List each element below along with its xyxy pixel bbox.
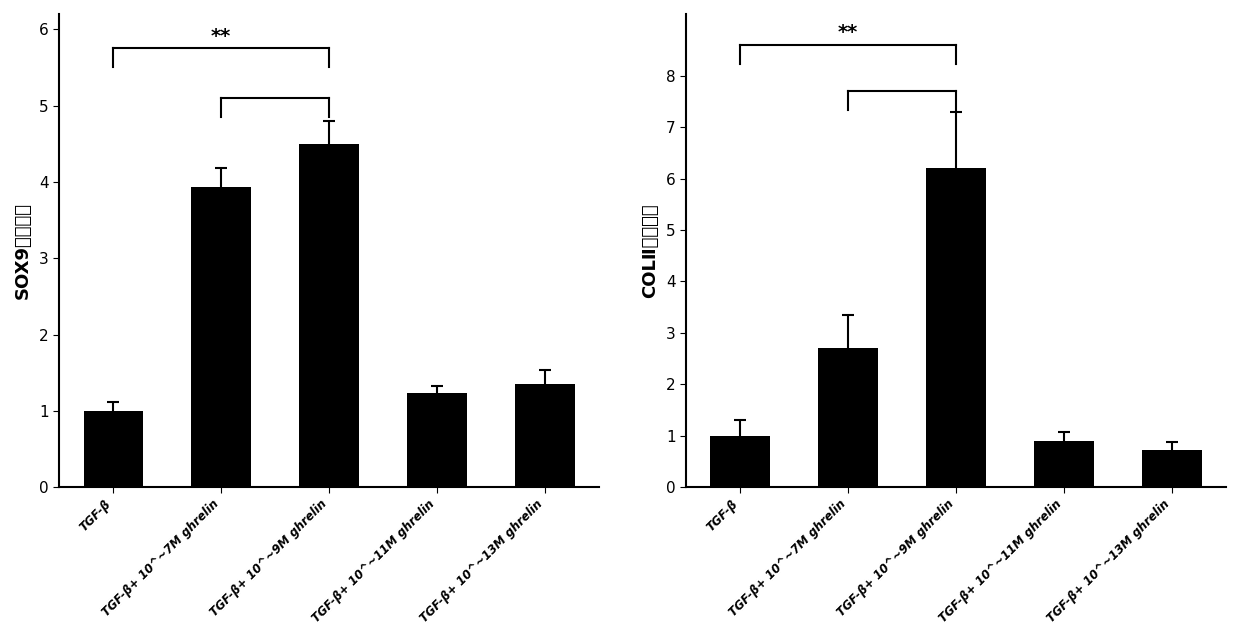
Bar (711, 436, 770, 488)
Bar (191, 187, 250, 488)
Bar (926, 168, 986, 488)
Bar (516, 384, 574, 488)
Bar (407, 394, 466, 488)
Bar (1142, 450, 1202, 488)
Bar (1034, 441, 1094, 488)
Y-axis label: COLⅡ基因表达: COLⅡ基因表达 (641, 203, 658, 298)
Bar (818, 348, 878, 488)
Bar (83, 411, 143, 488)
Y-axis label: SOX9基因表达: SOX9基因表达 (14, 202, 32, 299)
Bar (299, 144, 358, 488)
Text: **: ** (838, 24, 858, 42)
Text: **: ** (211, 27, 232, 46)
